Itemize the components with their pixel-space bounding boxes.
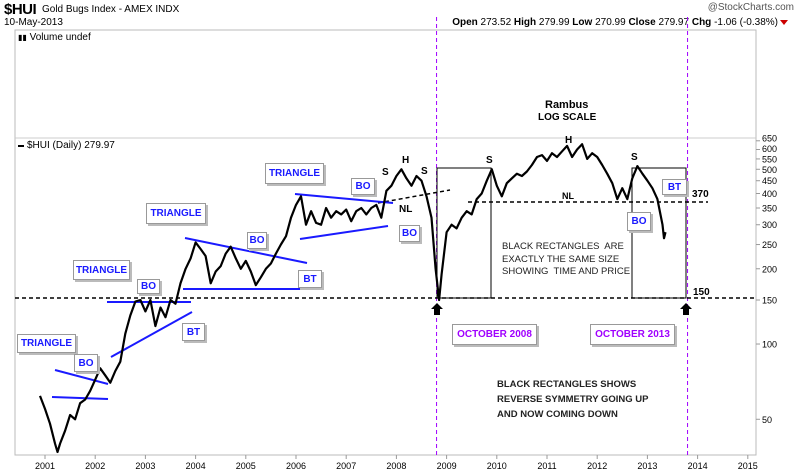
chg-label: Chg bbox=[691, 17, 712, 28]
shoulder-label: S bbox=[631, 152, 638, 163]
index-name: Gold Bugs Index - AMEX INDX bbox=[42, 4, 180, 15]
head-label: H bbox=[565, 135, 573, 146]
shoulder-label: S bbox=[382, 167, 389, 178]
callout-triangle: TRIANGLE bbox=[73, 260, 130, 280]
open-value: 273.52 bbox=[480, 17, 512, 28]
x-tick-label: 2002 bbox=[85, 461, 105, 471]
callout-bo: BO bbox=[399, 225, 420, 242]
callout-triangle: TRIANGLE bbox=[265, 163, 324, 184]
shoulder-label: S bbox=[421, 166, 428, 177]
trendline bbox=[299, 225, 389, 240]
y-tick-label: 50 bbox=[762, 415, 772, 425]
price-legend: $HUI (Daily) 279.97 bbox=[27, 140, 115, 151]
callout-bo: BO bbox=[74, 354, 98, 372]
x-tick-label: 2013 bbox=[637, 461, 657, 471]
close-value: 279.97 bbox=[658, 17, 690, 28]
close-label: Close bbox=[628, 17, 656, 28]
triangle-trendlines bbox=[51, 193, 394, 400]
x-tick-label: 2004 bbox=[186, 461, 206, 471]
low-value: 270.99 bbox=[595, 17, 626, 28]
neckline-2008 bbox=[377, 189, 451, 204]
x-tick-label: 2005 bbox=[236, 461, 256, 471]
y-tick-label: 450 bbox=[762, 176, 777, 186]
up-arrow-icon bbox=[680, 303, 692, 315]
x-tick-label: 2008 bbox=[386, 461, 406, 471]
y-tick-label: 350 bbox=[762, 204, 777, 214]
y-tick-label: 600 bbox=[762, 144, 777, 154]
trendline bbox=[110, 311, 193, 358]
x-tick-label: 2014 bbox=[688, 461, 708, 471]
callout-triangle: TRIANGLE bbox=[17, 334, 76, 353]
x-tick-label: 2003 bbox=[135, 461, 155, 471]
y-tick-label: 100 bbox=[762, 340, 777, 350]
chart-date: 10-May-2013 bbox=[4, 17, 63, 28]
callout-october-2013: OCTOBER 2013 bbox=[590, 324, 675, 345]
volume-text: Volume undef bbox=[29, 32, 91, 43]
high-value: 279.99 bbox=[538, 17, 570, 28]
x-tick-label: 2010 bbox=[487, 461, 507, 471]
shoulder-label: S bbox=[486, 155, 493, 166]
callout-bo: BO bbox=[247, 232, 267, 249]
symbol: $HUI bbox=[4, 1, 37, 18]
head-label: H bbox=[402, 155, 410, 166]
x-tick-label: 2015 bbox=[738, 461, 758, 471]
x-tick-label: 2012 bbox=[587, 461, 607, 471]
y-tick-label: 650 bbox=[762, 133, 777, 143]
y-tick-label: 500 bbox=[762, 165, 777, 175]
down-arrow-icon bbox=[780, 20, 788, 25]
trendline bbox=[294, 193, 394, 204]
callout-bo: BO bbox=[351, 178, 375, 195]
open-label: Open bbox=[452, 17, 478, 28]
trendline bbox=[51, 396, 109, 400]
chart-title: Rambus bbox=[545, 99, 589, 111]
price-series-line bbox=[38, 143, 667, 454]
low-label: Low bbox=[572, 17, 593, 28]
plot-frame bbox=[14, 29, 757, 456]
level-370-label: 370 bbox=[692, 189, 709, 200]
note-reverse-symmetry: BLACK RECTANGLES SHOWS REVERSE SYMMETRY … bbox=[497, 379, 649, 420]
y-tick-label: 150 bbox=[762, 296, 777, 306]
x-tick-label: 2011 bbox=[537, 461, 556, 471]
callout-bt: BT bbox=[298, 270, 322, 288]
copyright[interactable]: @StockCharts.com bbox=[707, 2, 794, 13]
chg-value: -1.06 (-0.38%) bbox=[714, 17, 778, 28]
x-tick-label: 2007 bbox=[336, 461, 356, 471]
bar-chart-icon: ▮▮ bbox=[18, 33, 27, 42]
neckline-label: NL bbox=[399, 204, 413, 215]
trendline bbox=[54, 369, 109, 385]
y-tick-label: 250 bbox=[762, 240, 777, 250]
y-tick-label: 550 bbox=[762, 154, 777, 164]
x-tick-label: 2006 bbox=[286, 461, 306, 471]
y-tick-label: 400 bbox=[762, 189, 777, 199]
callout-bt: BT bbox=[182, 323, 205, 341]
y-tick-label: 300 bbox=[762, 220, 777, 230]
symmetry-rectangle-2008 bbox=[436, 167, 492, 299]
callout-bo: BO bbox=[137, 279, 160, 294]
note-rectangles-size: BLACK RECTANGLES ARE EXACTLY THE SAME SI… bbox=[502, 241, 631, 277]
trendline bbox=[184, 237, 308, 264]
callout-october-2008: OCTOBER 2008 bbox=[452, 324, 537, 345]
x-tick-label: 2001 bbox=[35, 461, 55, 471]
up-arrow-icon bbox=[431, 303, 443, 315]
ohlc-readout: Open 273.52 High 279.99 Low 270.99 Close… bbox=[452, 17, 788, 29]
callout-triangle: TRIANGLE bbox=[146, 203, 206, 224]
neckline-label: NL bbox=[562, 191, 574, 201]
chart-subtitle: LOG SCALE bbox=[538, 112, 597, 123]
level-150-label: 150 bbox=[693, 287, 710, 298]
high-label: High bbox=[513, 17, 537, 28]
callout-bt: BT bbox=[662, 179, 687, 195]
callout-bo: BO bbox=[627, 212, 651, 231]
x-tick-label: 2009 bbox=[437, 461, 457, 471]
y-tick-label: 200 bbox=[762, 264, 777, 274]
volume-label: ▮▮ Volume undef bbox=[18, 32, 91, 44]
